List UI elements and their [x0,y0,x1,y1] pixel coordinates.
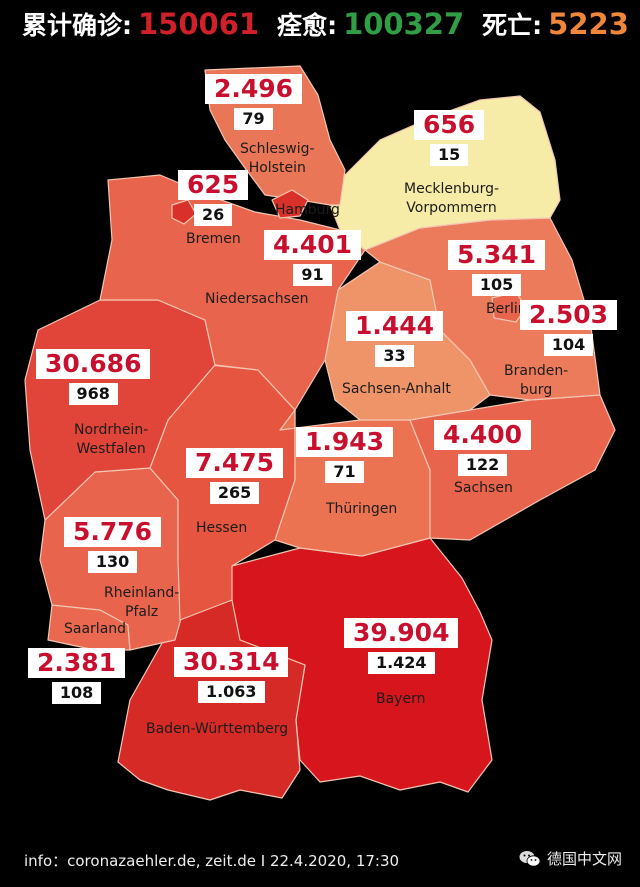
state-name-niedersachsen: Niedersachsen [205,291,309,307]
recovered-value: 100327 [343,7,465,41]
cases-value: 625 [178,170,249,200]
deaths-value: 71 [325,461,364,483]
state-berlin: 5.341 105 [448,240,546,296]
state-sachsen-anhalt: 1.444 33 [346,311,444,367]
state-sachsen: 4.400 122 [434,420,532,476]
state-bayern: 39.904 1.424 [344,618,459,674]
cases-value: 4.401 [264,230,362,260]
brand-watermark: 德国中文网 [519,848,622,869]
deaths-value: 79 [234,108,273,130]
source-footer: info：coronazaehler.de, zeit.de I 22.4.20… [24,852,400,870]
recovered-summary: 痊愈: 100327 [277,6,464,42]
cases-value: 7.475 [186,448,284,478]
state-name-saarland: Saarland [64,621,127,637]
state-name-baden-wuerttemberg: Baden-Württemberg [146,721,289,737]
deaths-value: 130 [87,551,138,573]
deaths-label: 死亡: [482,11,543,40]
cases-value: 2.503 [520,300,618,330]
state-name-schleswig-holstein: Schleswig- Holstein [240,141,315,176]
state-bremen: 625 26 [178,170,249,226]
deaths-value: 1.424 [367,652,435,674]
state-saarland: 2.381 108 [28,648,126,704]
total-cases-summary: 累计确诊: 150061 [22,6,259,42]
deaths-value: 968 [68,383,118,405]
state-name-hamburg: Hamburg [275,202,340,218]
state-thueringen: 1.943 71 [296,427,394,483]
wechat-icon [519,850,541,867]
state-name-thueringen: Thüringen [326,501,398,517]
deaths-value: 108 [51,682,102,704]
state-hessen: 7.475 265 [186,448,284,504]
deaths-value: 91 [293,264,332,286]
state-rheinland-pfalz: 5.776 130 [64,517,162,573]
cases-value: 30.314 [174,647,289,677]
cases-value: 2.381 [28,648,126,678]
state-name-sachsen-anhalt: Sachsen-Anhalt [342,381,451,397]
deaths-value: 1.063 [197,681,265,703]
deaths-value: 122 [457,454,508,476]
brand-name: 德国中文网 [546,850,622,868]
state-schleswig-holstein: 2.496 79 [205,74,303,130]
deaths-value: 5223 [548,7,629,41]
total-cases-value: 150061 [138,7,260,41]
cases-value: 656 [414,110,485,140]
state-name-bremen: Bremen [186,231,241,247]
deaths-value: 105 [471,274,522,296]
cases-value: 5.776 [64,517,162,547]
state-name-bayern: Bayern [376,691,426,707]
deaths-value: 104 [543,334,594,356]
summary-header: 累计确诊: 150061 痊愈: 100327 死亡: 5223 [22,6,629,46]
cases-value: 5.341 [448,240,546,270]
state-mecklenburg-vorpommern: 656 15 [414,110,485,166]
deaths-summary: 死亡: 5223 [482,6,629,42]
deaths-value: 265 [209,482,260,504]
cases-value: 4.400 [434,420,532,450]
state-niedersachsen: 4.401 91 [264,230,362,286]
state-name-sachsen: Sachsen [454,480,513,496]
state-baden-wuerttemberg: 30.314 1.063 [174,647,289,703]
cases-value: 1.943 [296,427,394,457]
state-name-mecklenburg-vorpommern: Mecklenburg- Vorpommern [404,181,500,216]
deaths-value: 33 [375,345,414,367]
cases-value: 30.686 [36,349,151,379]
state-name-brandenburg: Branden-burg [504,363,569,398]
recovered-label: 痊愈: [277,11,338,40]
cases-value: 2.496 [205,74,303,104]
state-brandenburg: 2.503 104 [520,300,618,356]
state-name-nordrhein-westfalen: Nordrhein- Westfalen [74,422,149,457]
region-bremen [171,199,197,225]
state-nordrhein-westfalen: 30.686 968 [36,349,151,405]
state-name-hessen: Hessen [196,520,248,536]
state-name-rheinland-pfalz: Rheinland- Pfalz [104,585,180,620]
deaths-value: 15 [429,144,469,166]
total-cases-label: 累计确诊: [22,11,132,40]
state-name-berlin: Berlin [486,301,527,317]
deaths-value: 26 [193,204,233,226]
cases-value: 39.904 [344,618,459,648]
region-hamburg [271,189,309,219]
cases-value: 1.444 [346,311,444,341]
